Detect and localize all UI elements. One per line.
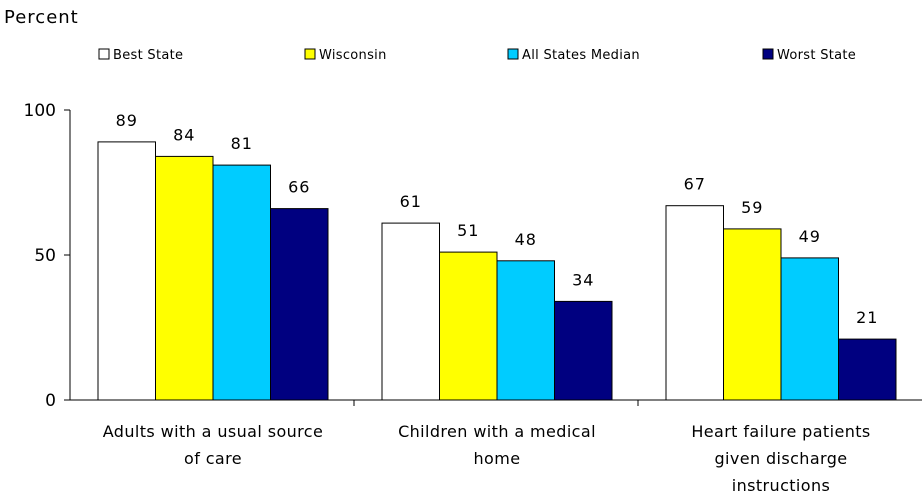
legend-item: Worst State (762, 48, 856, 63)
y-tick-label: 0 (45, 391, 56, 411)
data-label: 59 (741, 198, 763, 217)
data-label: 61 (400, 192, 422, 211)
bar (665, 205, 724, 401)
y-tick-label: 50 (34, 246, 56, 266)
data-label: 49 (799, 227, 821, 246)
category-labels: Adults with a usual source of care Childre… (103, 422, 871, 495)
legend-label: Best State (113, 48, 183, 63)
bar (439, 251, 498, 401)
data-labels: 89 61 67 84 51 59 81 48 49 66 34 21 (116, 111, 878, 327)
legend-item: Best State (98, 48, 183, 63)
legend-item: All States Median (507, 48, 640, 63)
legend-label: All States Median (522, 48, 640, 63)
bar (554, 300, 613, 401)
bar (780, 257, 839, 401)
category-label: Heart failure patients given discharge ins… (691, 422, 870, 495)
bar (97, 141, 156, 401)
data-label: 21 (856, 308, 878, 327)
bars (97, 141, 897, 401)
bar (838, 338, 897, 401)
bar (270, 208, 329, 401)
legend-swatch (98, 48, 110, 60)
bar (723, 228, 782, 401)
category-label: Adults with a usual source of care (103, 422, 324, 468)
data-label: 89 (116, 111, 138, 130)
y-tick-label: 100 (24, 101, 56, 121)
bar (155, 155, 214, 401)
legend-swatch (507, 48, 519, 60)
data-label: 48 (515, 230, 537, 249)
legend-swatch (762, 48, 774, 60)
category-label: Children with a medical home (398, 422, 596, 468)
legend-label: Worst State (777, 48, 856, 63)
data-label: 51 (457, 221, 479, 240)
legend-swatch (304, 48, 316, 60)
bar (381, 222, 440, 401)
data-label: 34 (572, 270, 594, 289)
legend-item: Wisconsin (304, 48, 387, 63)
data-label: 66 (288, 178, 310, 197)
bar (212, 164, 271, 401)
y-axis-label: Percent (4, 7, 79, 28)
legend: Best State Wisconsin All States Median Wors… (98, 48, 856, 63)
bar (496, 260, 555, 401)
data-label: 67 (684, 175, 706, 194)
legend-label: Wisconsin (319, 48, 387, 63)
data-label: 81 (231, 134, 253, 153)
data-label: 84 (173, 125, 195, 144)
